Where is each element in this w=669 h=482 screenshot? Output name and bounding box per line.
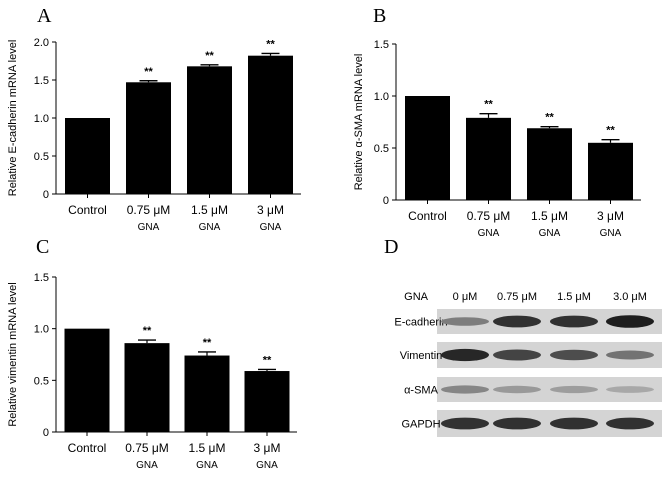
bar xyxy=(527,128,572,200)
panel-letter: B xyxy=(373,5,386,27)
x-tick-sublabel: GNA xyxy=(600,228,622,239)
blot-band xyxy=(493,417,541,430)
bar xyxy=(64,328,110,432)
blot-band xyxy=(606,386,654,393)
x-tick-sublabel: GNA xyxy=(196,460,218,471)
blot-band xyxy=(441,385,489,394)
y-tick-label: 2.0 xyxy=(34,37,49,49)
panel-letter: D xyxy=(384,236,398,258)
significance-marker: ** xyxy=(205,50,214,62)
significance-marker: ** xyxy=(144,66,153,78)
x-tick-sublabel: GNA xyxy=(539,228,561,239)
significance-marker: ** xyxy=(263,354,272,366)
significance-marker: ** xyxy=(545,112,554,124)
blot-band xyxy=(550,385,598,394)
blot-band xyxy=(441,317,489,326)
y-tick-label: 1.5 xyxy=(34,272,49,284)
y-tick-label: 0.5 xyxy=(34,375,49,387)
blot-lane-label: 3.0 μM xyxy=(613,291,647,303)
panel-a-chart: A 0 0.5 1.0 1.5 2.0 Relative E-cadherin mRNA l… xyxy=(7,5,301,233)
blot-lane-label: 0 μM xyxy=(453,291,478,303)
x-tick-sublabel: GNA xyxy=(260,222,282,233)
blot-lane-label: 1.5 μM xyxy=(557,291,591,303)
y-tick-label: 0.5 xyxy=(374,143,389,155)
y-axis-label: Relative α-SMA mRNA level xyxy=(353,54,365,191)
blot-band xyxy=(441,348,489,362)
bar xyxy=(187,66,232,194)
blot-band xyxy=(493,315,541,328)
panel-letter: A xyxy=(37,5,52,27)
blot-band xyxy=(493,385,541,394)
blot-band xyxy=(606,417,654,430)
x-tick-sublabel: GNA xyxy=(138,222,160,233)
x-tick-sublabel: GNA xyxy=(256,460,278,471)
y-tick-label: 1.5 xyxy=(34,75,49,87)
panel-c-chart: C 0 0.5 1.0 1.5 Relative vimentin mRNA level C… xyxy=(7,236,297,471)
x-tick-label: Control xyxy=(408,209,447,223)
blot-band xyxy=(441,417,489,430)
blot-row-label: α-SMA xyxy=(404,385,439,397)
blot-band xyxy=(606,315,654,328)
x-tick-sublabel: GNA xyxy=(136,460,158,471)
blot-band xyxy=(493,349,541,361)
panel-b-chart: B 0 0.5 1.0 1.5 Relative α-SMA mRNA level Cont… xyxy=(353,5,641,239)
y-tick-label: 0 xyxy=(43,189,49,201)
significance-marker: ** xyxy=(143,325,152,337)
x-tick-sublabel: GNA xyxy=(478,228,500,239)
blot-header-label: GNA xyxy=(404,291,429,303)
x-tick-label: 1.5 μM xyxy=(189,441,226,455)
bar xyxy=(126,82,171,194)
x-tick-label: 0.75 μM xyxy=(127,203,171,217)
y-tick-label: 0 xyxy=(383,195,389,207)
y-axis-label: Relative E-cadherin mRNA level xyxy=(7,40,19,197)
y-tick-label: 0 xyxy=(43,427,49,439)
blot-row-label: GAPDH xyxy=(401,419,440,431)
y-tick-label: 1.5 xyxy=(374,39,389,51)
x-tick-sublabel: GNA xyxy=(199,222,221,233)
blot-band xyxy=(550,349,598,361)
blot-lane-label: 0.75 μM xyxy=(497,291,537,303)
significance-marker: ** xyxy=(266,38,275,50)
significance-marker: ** xyxy=(203,337,212,349)
x-tick-label: 0.75 μM xyxy=(467,209,511,223)
bar xyxy=(65,118,110,194)
bar xyxy=(466,117,511,200)
x-tick-label: 3 μM xyxy=(597,209,624,223)
blot-row-label: E-cadherin xyxy=(394,317,447,329)
significance-marker: ** xyxy=(606,125,615,137)
bar xyxy=(244,371,290,432)
x-tick-label: Control xyxy=(68,441,107,455)
blot-band xyxy=(550,315,598,328)
x-tick-label: Control xyxy=(68,203,107,217)
bar xyxy=(248,55,293,195)
significance-marker: ** xyxy=(484,99,493,111)
blot-row-label: Vimentin xyxy=(400,350,443,362)
y-tick-label: 1.0 xyxy=(34,113,49,125)
bar xyxy=(124,343,170,432)
bar xyxy=(588,142,633,200)
y-tick-label: 0.5 xyxy=(34,151,49,163)
x-tick-label: 1.5 μM xyxy=(531,209,568,223)
bar xyxy=(405,96,450,200)
x-tick-label: 1.5 μM xyxy=(191,203,228,217)
blot-band xyxy=(550,417,598,430)
x-tick-label: 3 μM xyxy=(257,203,284,217)
y-axis-label: Relative vimentin mRNA level xyxy=(7,282,19,426)
bar xyxy=(184,355,230,432)
y-tick-label: 1.0 xyxy=(374,91,389,103)
panel-d-western-blot: D GNA 0 μM 0.75 μM 1.5 μM 3.0 μM E-cadherin Vim… xyxy=(384,236,662,437)
x-tick-label: 0.75 μM xyxy=(125,441,169,455)
x-tick-label: 3 μM xyxy=(254,441,281,455)
y-tick-label: 1.0 xyxy=(34,324,49,336)
blot-band xyxy=(606,350,654,360)
panel-letter: C xyxy=(36,236,49,258)
